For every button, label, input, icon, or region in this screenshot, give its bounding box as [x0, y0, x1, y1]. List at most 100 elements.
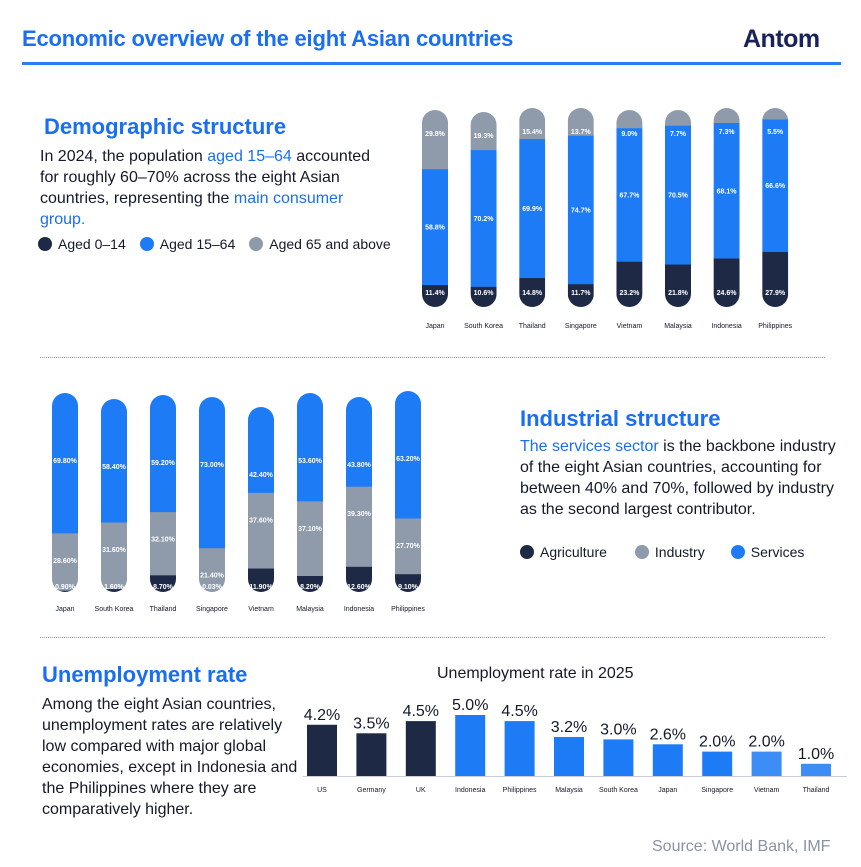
data-label: 0.03% — [202, 584, 223, 591]
data-label: 37.60% — [249, 517, 274, 524]
category-label: Japan — [658, 787, 677, 794]
data-label: 69.80% — [53, 458, 78, 465]
data-label: 23.2% — [619, 290, 640, 297]
bar-segment-industry — [101, 522, 127, 590]
category-label: Thailand — [803, 787, 830, 794]
industrial-section-title: Industrial structure — [520, 406, 721, 431]
data-label: 2.0% — [699, 734, 735, 751]
legend-item-agriculture: Agriculture — [520, 544, 607, 560]
bar-segment-services — [395, 391, 421, 519]
data-label: 21.40% — [200, 573, 225, 580]
bar-segment-services — [346, 397, 372, 487]
bar-segment-aged-0-14 — [567, 283, 594, 307]
data-label: 73.00% — [200, 462, 225, 469]
bar-segment-services — [248, 407, 274, 493]
data-label: 39.30% — [347, 511, 372, 518]
demographic-description: In 2024, the population aged 15–64 accou… — [40, 148, 371, 228]
data-label: 15.4% — [522, 129, 543, 136]
data-label: 21.8% — [668, 290, 689, 297]
data-label: 5.0% — [452, 697, 488, 714]
category-label: Singapore — [701, 787, 733, 794]
legend-item-services: Services — [730, 544, 804, 560]
category-label: South Korea — [599, 787, 638, 794]
bar-segment-aged-65-and-above — [519, 108, 546, 140]
bar-segment-aged-15-64 — [422, 168, 448, 286]
bar-segment-aged-0-14 — [519, 277, 546, 307]
unemployment-section-title: Unemployment rate — [42, 662, 248, 687]
bar-south-korea — [603, 739, 634, 776]
data-label: 1.0% — [798, 746, 834, 763]
bar-stack-vietnam — [616, 110, 643, 307]
legend-swatch-blue — [139, 237, 154, 251]
data-label: 59.20% — [151, 460, 176, 467]
data-label: 4.2% — [304, 707, 340, 724]
data-label: 42.40% — [249, 472, 274, 479]
legend-swatch-dark — [520, 545, 534, 559]
category-label: Malaysia — [664, 323, 692, 330]
bar-segment-aged-0-14 — [762, 251, 789, 307]
bar-segment-industry — [395, 518, 421, 575]
data-label: 58.8% — [425, 225, 446, 232]
source-note: Source: World Bank, IMF — [652, 838, 831, 855]
data-label: 68.1% — [717, 188, 738, 195]
bar-segment-industry — [297, 500, 323, 577]
bar-segment-industry — [150, 511, 176, 576]
bar-segment-agriculture — [52, 590, 78, 592]
bar-stack-vietnam — [248, 407, 274, 592]
category-label: Indonesia — [455, 787, 485, 794]
category-label: Philippines — [391, 606, 425, 613]
bar-segment-agriculture — [395, 573, 421, 592]
bar-segment-agriculture — [101, 588, 127, 592]
bar-segment-services — [52, 393, 78, 534]
category-label: Vietnam — [754, 787, 780, 794]
data-label: 4.5% — [403, 703, 439, 720]
legend-swatch-dark — [38, 237, 52, 251]
category-label: South Korea — [464, 323, 503, 330]
data-label: 63.20% — [396, 456, 421, 463]
title-divider — [22, 62, 841, 65]
demographic-chart: 11.4% 58.8% 29.8% Japan 10.6% 70.2% 19.3% South… — [422, 108, 793, 330]
unemployment-chart-title: Unemployment rate in 2025 — [437, 665, 634, 682]
data-label: 11.4% — [425, 290, 445, 297]
legend-item-aged-15-64: Aged 15–64 — [139, 236, 235, 252]
bar-segment-aged-15-64 — [713, 122, 740, 259]
bar-stack-malaysia — [297, 393, 323, 592]
unemployment-description: Among the eight Asian countries, unemplo… — [42, 696, 298, 818]
bar-segment-aged-65-and-above — [762, 108, 789, 120]
category-label: South Korea — [95, 606, 134, 613]
data-label: 37.10% — [298, 526, 323, 533]
data-label: 7.7% — [670, 131, 687, 138]
antom-logo: Antom — [743, 25, 820, 53]
data-label: 0.90% — [55, 584, 76, 591]
bar-segment-aged-15-64 — [519, 138, 546, 279]
category-label: Indonesia — [711, 323, 741, 330]
bar-segment-aged-65-and-above — [470, 112, 497, 151]
bar-segment-services — [199, 397, 225, 549]
category-label: Thailand — [150, 606, 177, 613]
data-label: 27.9% — [765, 290, 786, 297]
bar-segment-aged-15-64 — [567, 135, 594, 285]
bar-thailand — [801, 763, 831, 776]
data-label: 19.3% — [474, 133, 495, 140]
industrial-chart: 0.90% 28.60% 69.80% Japan 1.60% 31.60% 58.40% S… — [52, 391, 425, 613]
data-label: 12.60% — [347, 584, 372, 591]
bar-uk — [405, 721, 436, 776]
data-label: 9.10% — [398, 584, 419, 591]
demographic-legend: Aged 0–14 Aged 15–64 Aged 65 and above — [38, 236, 405, 252]
category-label: Japan — [55, 606, 74, 613]
demographic-section-title: Demographic structure — [44, 114, 287, 139]
bar-segment-aged-15-64 — [665, 125, 691, 265]
legend-item-aged-0-14: Aged 0–14 — [38, 236, 126, 252]
bar-stack-south-korea — [101, 399, 127, 592]
category-label: UK — [416, 787, 426, 794]
category-label: Vietnam — [248, 606, 274, 613]
data-label: 3.5% — [353, 715, 389, 732]
data-label: 13.7% — [571, 129, 592, 136]
bar-stack-south-korea — [470, 112, 497, 307]
industrial-description: The services sector is the backbone indu… — [520, 438, 836, 518]
bar-stack-indonesia — [346, 397, 372, 592]
category-label: US — [317, 787, 327, 794]
data-label: 11.90% — [249, 584, 273, 591]
data-label: 66.6% — [765, 183, 786, 190]
data-label: 31.60% — [102, 547, 127, 554]
